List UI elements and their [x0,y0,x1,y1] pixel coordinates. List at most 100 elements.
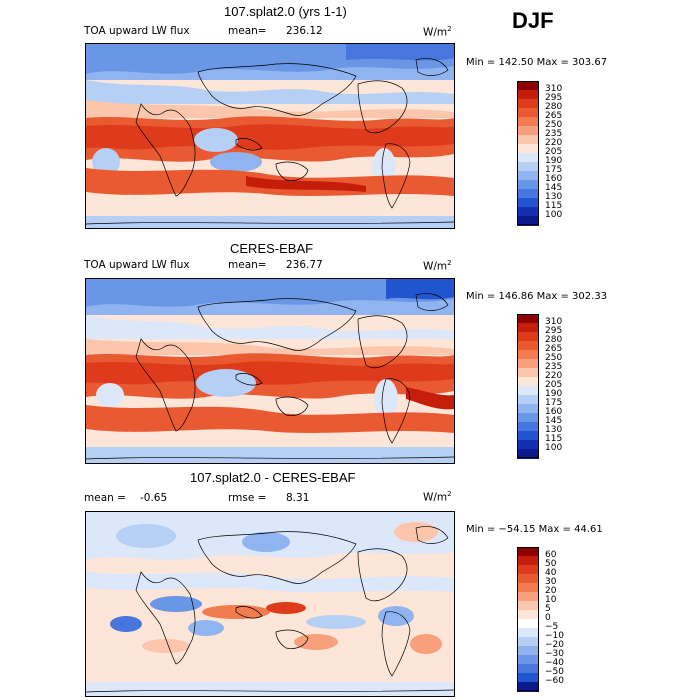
panel1-units: W/m2 [423,25,452,39]
panel1-map [85,43,455,229]
colorbar-tick-label: −30 [545,649,564,659]
colorbar-tick-label: 295 [545,326,563,336]
colorbar-swatch [517,144,539,154]
colorbar-swatch [517,404,539,414]
colorbar-swatch [517,440,539,450]
colorbar-tick-label: 310 [545,317,563,327]
colorbar-swatch [517,583,539,593]
colorbar-tick-label: 265 [545,111,563,121]
colorbar-tick-label: 280 [545,335,563,345]
colorbar-swatch [517,673,539,683]
colorbar-tick-label: 130 [545,192,563,202]
colorbar-swatch [517,431,539,441]
colorbar-swatch [517,547,539,557]
colorbar-swatch [517,332,539,342]
colorbar-swatch [517,323,539,333]
colorbar-swatch [517,207,539,217]
colorbar-tick-label: 235 [545,362,563,372]
panel2-units: W/m2 [423,259,452,273]
colorbar-tick-label: 220 [545,138,563,148]
colorbar-tick-label: 30 [545,577,557,587]
panel2-mean-label: mean= [228,259,267,271]
panel3-map [85,511,455,697]
colorbar-tick-label: 190 [545,156,563,166]
panel2-colorbar: 310 295 280 265 250 235 220 205 190 175 160 145 130 1… [517,314,577,459]
panel3-title: 107.splat2.0 - CERES-EBAF [190,470,356,485]
colorbar-tick-label: 10 [545,595,557,605]
colorbar-swatch [517,395,539,405]
colorbar-swatch [517,556,539,566]
colorbar-swatch [517,198,539,208]
panel2-minmax: Min = 146.86 Max = 302.33 [466,291,608,302]
colorbar-tick-label: 20 [545,586,557,596]
panel1-variable: TOA upward LW flux [84,25,190,37]
colorbar-tick-label: 115 [545,434,563,444]
colorbar-tick-label: 100 [545,210,563,220]
colorbar-swatch [517,314,539,324]
colorbar-tick-label: 280 [545,102,563,112]
colorbar-swatch [517,171,539,181]
panel1-mean-label: mean= [228,25,267,37]
colorbar-swatch [517,216,539,226]
colorbar-tick-label: 5 [545,604,551,614]
colorbar-swatch [517,422,539,432]
colorbar-tick-label: 190 [545,389,563,399]
colorbar-swatch [517,655,539,665]
colorbar-tick-label: 220 [545,371,563,381]
colorbar-tick-label: −5 [545,622,559,632]
colorbar-tick-label: 160 [545,174,563,184]
panel3-colorbar: 60 50 40 30 20 10 5 0 −5 −10 −20 −30 −40 −50 −60 [517,547,577,692]
colorbar-swatch [517,664,539,674]
colorbar-swatch [517,162,539,172]
colorbar-swatch [517,619,539,629]
colorbar-frame [517,81,539,225]
colorbar-tick-label: 265 [545,344,563,354]
panel3-mean-value: -0.65 [140,492,168,504]
colorbar-swatch [517,126,539,136]
colorbar-tick-label: 250 [545,120,563,130]
colorbar-swatch [517,682,539,692]
panel3-rmse-value: 8.31 [286,492,310,504]
colorbar-tick-label: 175 [545,165,563,175]
colorbar-swatch [517,565,539,575]
panel3-minmax: Min = −54.15 Max = 44.61 [466,524,603,535]
colorbar-tick-label: 310 [545,84,563,94]
panel2-title: CERES-EBAF [230,241,314,256]
colorbar-swatch [517,449,539,459]
colorbar-swatch [517,99,539,109]
colorbar-tick-label: 60 [545,550,557,560]
colorbar-frame [517,314,539,458]
colorbar-frame [517,547,539,691]
colorbar-tick-label: 160 [545,407,563,417]
panel2-map [85,278,455,464]
colorbar-tick-label: 115 [545,201,563,211]
colorbar-swatch [517,180,539,190]
colorbar-swatch [517,601,539,611]
colorbar-swatch [517,592,539,602]
colorbar-swatch [517,108,539,118]
colorbar-swatch [517,153,539,163]
colorbar-swatch [517,628,539,638]
colorbar-tick-label: 40 [545,568,557,578]
colorbar-tick-label: 0 [545,613,551,623]
colorbar-tick-label: 50 [545,559,557,569]
colorbar-tick-label: 100 [545,443,563,453]
colorbar-swatch [517,189,539,199]
panel1-title: 107.splat2.0 (yrs 1-1) [224,4,347,19]
colorbar-swatch [517,81,539,91]
colorbar-swatch [517,610,539,620]
colorbar-tick-label: −20 [545,640,564,650]
colorbar-tick-label: 145 [545,416,563,426]
colorbar-swatch [517,117,539,127]
panel3-rmse-label: rmse = [228,492,267,504]
colorbar-tick-label: 250 [545,353,563,363]
colorbar-swatch [517,341,539,351]
panel1-colorbar: 310 295 280 265 250 235 220 205 190 175 160 145 130 1… [517,81,577,226]
colorbar-swatch [517,646,539,656]
panel2-mean-value: 236.77 [286,259,323,271]
colorbar-swatch [517,637,539,647]
colorbar-swatch [517,90,539,100]
colorbar-tick-label: −50 [545,667,564,677]
panel3-mean-label: mean = [84,492,126,504]
colorbar-tick-label: 205 [545,147,563,157]
